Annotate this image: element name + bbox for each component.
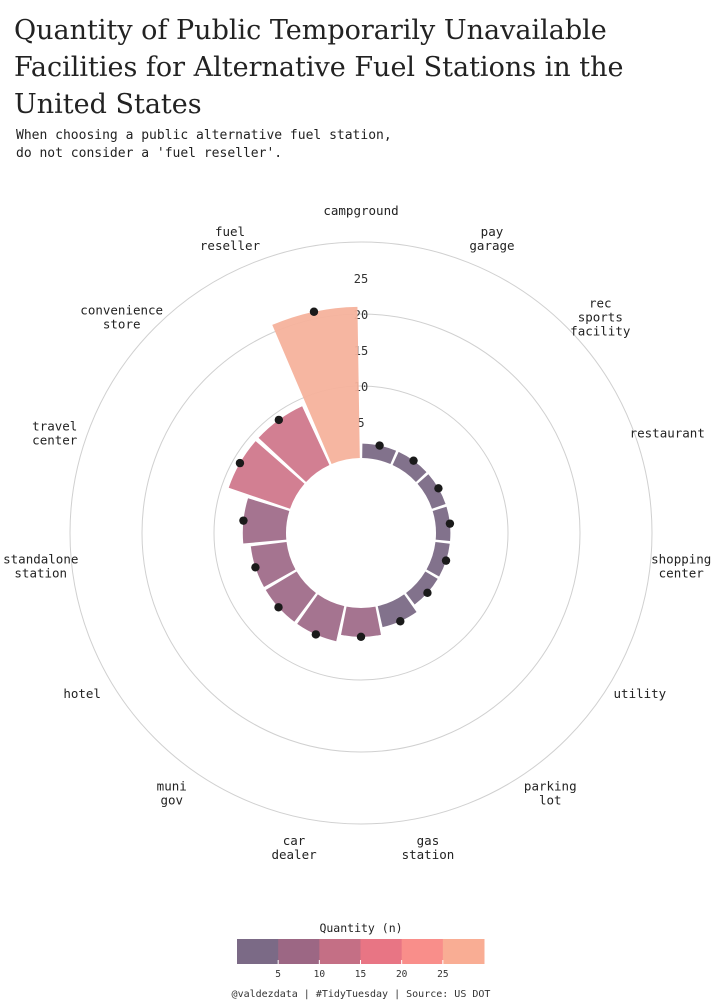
category-label-line: center [659, 566, 705, 581]
category-label-parking-lot: parking lot [524, 779, 577, 808]
category-label-shopping-center: shopping center [651, 552, 711, 581]
category-label-travel-center: travel center [32, 418, 78, 447]
point-utility [423, 588, 432, 598]
point-pay-garage [409, 456, 418, 465]
category-label-line: fuel [215, 224, 245, 239]
category-label-line: standalone [3, 552, 78, 567]
polar-bar-chart: 5 10 15 20 25 campground pay garage rec sports fac… [3, 203, 711, 980]
legend-swatch [360, 939, 403, 964]
chart-title: Quantity of Public Temporarily Unavailab… [14, 15, 624, 120]
legend-tick-label: 5 [275, 969, 281, 980]
category-label-line: gov [160, 793, 183, 808]
legend-tick-label: 15 [355, 969, 366, 980]
category-label-restaurant: restaurant [630, 425, 705, 440]
category-label-line: hotel [63, 686, 101, 701]
grid-circle [69, 241, 653, 825]
category-label-gas-station: gas station [402, 833, 455, 862]
category-label-line: utility [614, 686, 667, 701]
legend-tick-label: 25 [437, 969, 448, 980]
category-label-line: muni [157, 779, 187, 794]
legend-swatch [442, 939, 485, 964]
point-hotel [251, 563, 260, 572]
legend-tick-label: 10 [314, 969, 326, 980]
category-label-line: facility [570, 324, 631, 339]
legend-swatch [237, 939, 279, 964]
category-label-line: reseller [200, 238, 261, 253]
grid-circle [213, 385, 509, 681]
category-label-line: shopping [651, 552, 711, 567]
bar-gas-station [341, 606, 381, 637]
point-standalone-station [239, 516, 248, 525]
bar-parking-lot [377, 594, 417, 628]
category-label-line: parking [524, 779, 577, 794]
bar-car-dealer [297, 594, 345, 642]
point-car-dealer [311, 630, 321, 639]
category-label-line: travel [32, 418, 77, 433]
category-label-line: pay [481, 224, 504, 239]
bar-restaurant [432, 506, 451, 541]
category-label-line: rec [589, 296, 612, 311]
category-label-convenience-store: convenience store [80, 303, 163, 332]
grid-circle [141, 313, 581, 753]
category-label-line: station [402, 847, 455, 862]
point-muni-gov [274, 603, 283, 612]
legend-tick-label: 20 [396, 969, 408, 980]
point-convenience-store [274, 415, 284, 425]
category-label-line: gas [417, 833, 440, 848]
legend-title: Quantity (n) [319, 921, 402, 935]
category-label-hotel: hotel [63, 686, 101, 701]
category-label-line: center [32, 432, 78, 447]
bar-fuel-reseller [272, 306, 360, 465]
category-label-line: station [14, 566, 67, 581]
bar-pay-garage [392, 451, 427, 482]
category-label-line: convenience [80, 303, 163, 318]
category-label-car-dealer: car dealer [271, 833, 317, 862]
point-fuel-reseller [309, 307, 319, 316]
bar-convenience-store [258, 406, 330, 482]
point-rec-sports-facility [434, 484, 443, 493]
legend-swatch [278, 939, 320, 964]
bar-shopping-center [426, 542, 450, 577]
point-campground [375, 441, 384, 450]
bar-travel-center [228, 441, 305, 509]
radial-tick-label: 5 [357, 416, 364, 430]
bar-hotel [250, 542, 296, 587]
legend-swatch [319, 939, 361, 964]
bar-muni-gov [265, 571, 316, 622]
source-caption: @valdezdata | #TidyTuesday | Source: US … [231, 989, 491, 1000]
category-label-rec-sports-facility: rec sports facility [570, 296, 631, 339]
category-label-fuel-reseller: fuel reseller [200, 224, 261, 253]
category-label-line: campground [323, 203, 398, 218]
category-label-pay-garage: pay garage [469, 224, 514, 253]
category-label-muni-gov: muni gov [157, 779, 187, 808]
point-travel-center [235, 458, 245, 468]
category-label-line: dealer [271, 847, 317, 862]
point-restaurant [445, 519, 455, 528]
category-label-standalone-station: standalone station [3, 552, 78, 581]
category-label-line: restaurant [630, 425, 705, 440]
category-label-line: car [283, 833, 306, 848]
bar-utility [406, 571, 438, 605]
radial-tick-label: 25 [354, 272, 368, 286]
point-shopping-center [441, 556, 451, 565]
bar-campground [362, 443, 397, 465]
chart-subtitle: When choosing a public alternative fuel … [16, 128, 392, 161]
category-label-line: store [103, 317, 141, 332]
category-label-line: lot [539, 793, 562, 808]
legend-swatch [401, 939, 444, 964]
point-gas-station [356, 632, 366, 641]
category-label-utility: utility [614, 686, 667, 701]
point-parking-lot [396, 617, 405, 626]
category-label-line: sports [578, 310, 623, 325]
category-label-campground: campground [323, 203, 398, 218]
bar-rec-sports-facility [417, 474, 446, 509]
bar-standalone-station [242, 498, 290, 544]
category-label-line: garage [469, 238, 514, 253]
